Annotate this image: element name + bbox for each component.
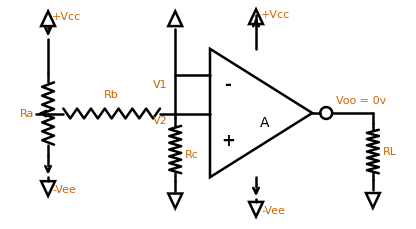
Text: V2: V2: [153, 117, 167, 126]
Text: Rb: Rb: [104, 90, 119, 100]
Text: Rc: Rc: [185, 150, 199, 160]
Text: +: +: [221, 132, 235, 150]
Text: -: -: [224, 76, 231, 94]
Text: +Vcc: +Vcc: [261, 10, 290, 20]
Text: -Vee: -Vee: [261, 206, 285, 216]
Text: A: A: [260, 116, 270, 130]
Text: Voo = 0v: Voo = 0v: [336, 96, 386, 106]
Text: Ra: Ra: [20, 109, 34, 119]
Text: RL: RL: [383, 147, 397, 157]
Text: V1: V1: [153, 80, 167, 90]
Text: +Vcc: +Vcc: [52, 12, 81, 22]
Text: -Vee: -Vee: [52, 185, 76, 195]
